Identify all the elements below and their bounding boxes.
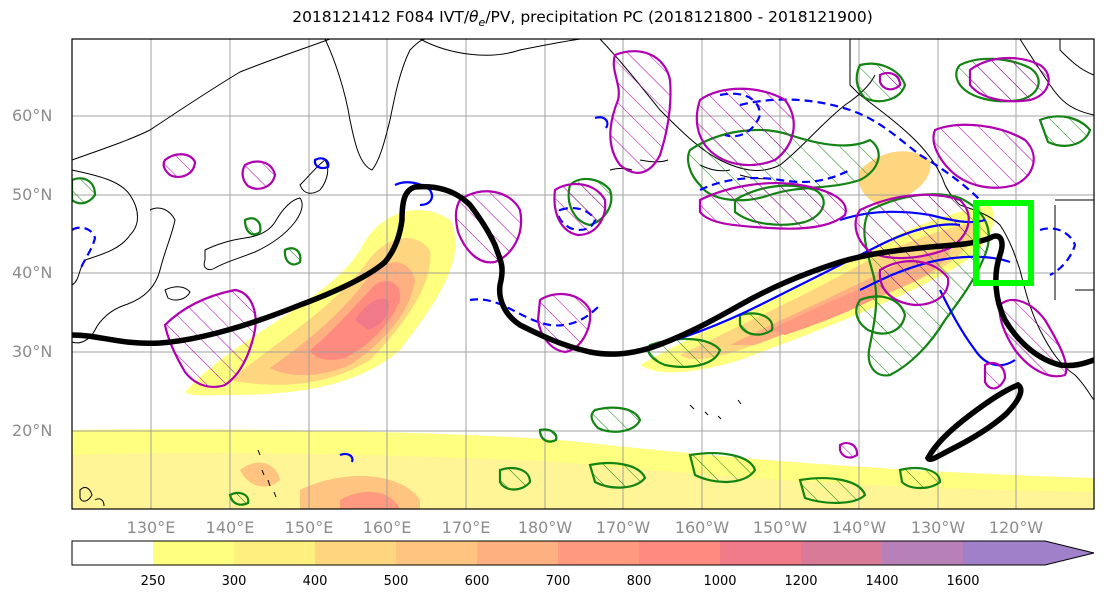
lat-label-50n: 50°N (12, 185, 53, 204)
lon-label-150w: 150°W (752, 518, 808, 537)
lon-label-170e: 170°E (441, 518, 491, 537)
lon-label-160e: 160°E (362, 518, 412, 537)
jet-axis-line (72, 183, 1094, 463)
colorbar-segment (315, 541, 397, 565)
colorbar-segment (720, 541, 802, 565)
colorbar-segment (639, 541, 721, 565)
lon-label-140w: 140°W (831, 518, 887, 537)
colorbar-tick: 1000 (703, 574, 737, 589)
colorbar-tick: 600 (464, 574, 490, 589)
lon-label-180w: 180°W (517, 518, 573, 537)
colorbar-segment (153, 541, 235, 565)
colorbar-segment (558, 541, 640, 565)
pv-contours (162, 50, 1068, 459)
lat-label-60n: 60°N (12, 106, 53, 125)
lat-label-40n: 40°N (12, 263, 53, 282)
colorbar-tick: 250 (140, 574, 166, 589)
lon-label-130e: 130°E (126, 518, 176, 537)
lat-label-30n: 30°N (12, 342, 53, 361)
colorbar-segment (882, 541, 964, 565)
lon-label-140e: 140°E (205, 518, 255, 537)
colorbar-tick: 1200 (784, 574, 818, 589)
lon-label-130w: 130°W (910, 518, 966, 537)
colorbar-tick: 400 (302, 574, 328, 589)
target-region-box (973, 200, 1034, 286)
colorbar-tick: 500 (383, 574, 409, 589)
colorbar-tick: 800 (626, 574, 652, 589)
colorbar-tick: 700 (545, 574, 571, 589)
map-frame (71, 38, 1095, 510)
colorbar (71, 540, 1095, 566)
colorbar-tick: 300 (221, 574, 247, 589)
colorbar-segment (234, 541, 316, 565)
figure-title: 2018121412 F084 IVT/θe/PV, precipitation… (292, 8, 873, 30)
ivt-shading (72, 151, 1094, 509)
lon-label-150e: 150°E (284, 518, 334, 537)
colorbar-segment (801, 541, 883, 565)
lon-label-160w: 160°W (674, 518, 730, 537)
colorbar-segment (477, 541, 559, 565)
lon-label-120w: 120°W (988, 518, 1044, 537)
lon-label-170w: 170°W (595, 518, 651, 537)
colorbar-segment (72, 541, 154, 565)
coastlines (72, 39, 1094, 507)
colorbar-segment (963, 541, 1094, 565)
lat-label-20n: 20°N (12, 421, 53, 440)
colorbar-segment (396, 541, 478, 565)
colorbar-tick: 1400 (865, 574, 899, 589)
colorbar-tick: 1600 (946, 574, 980, 589)
